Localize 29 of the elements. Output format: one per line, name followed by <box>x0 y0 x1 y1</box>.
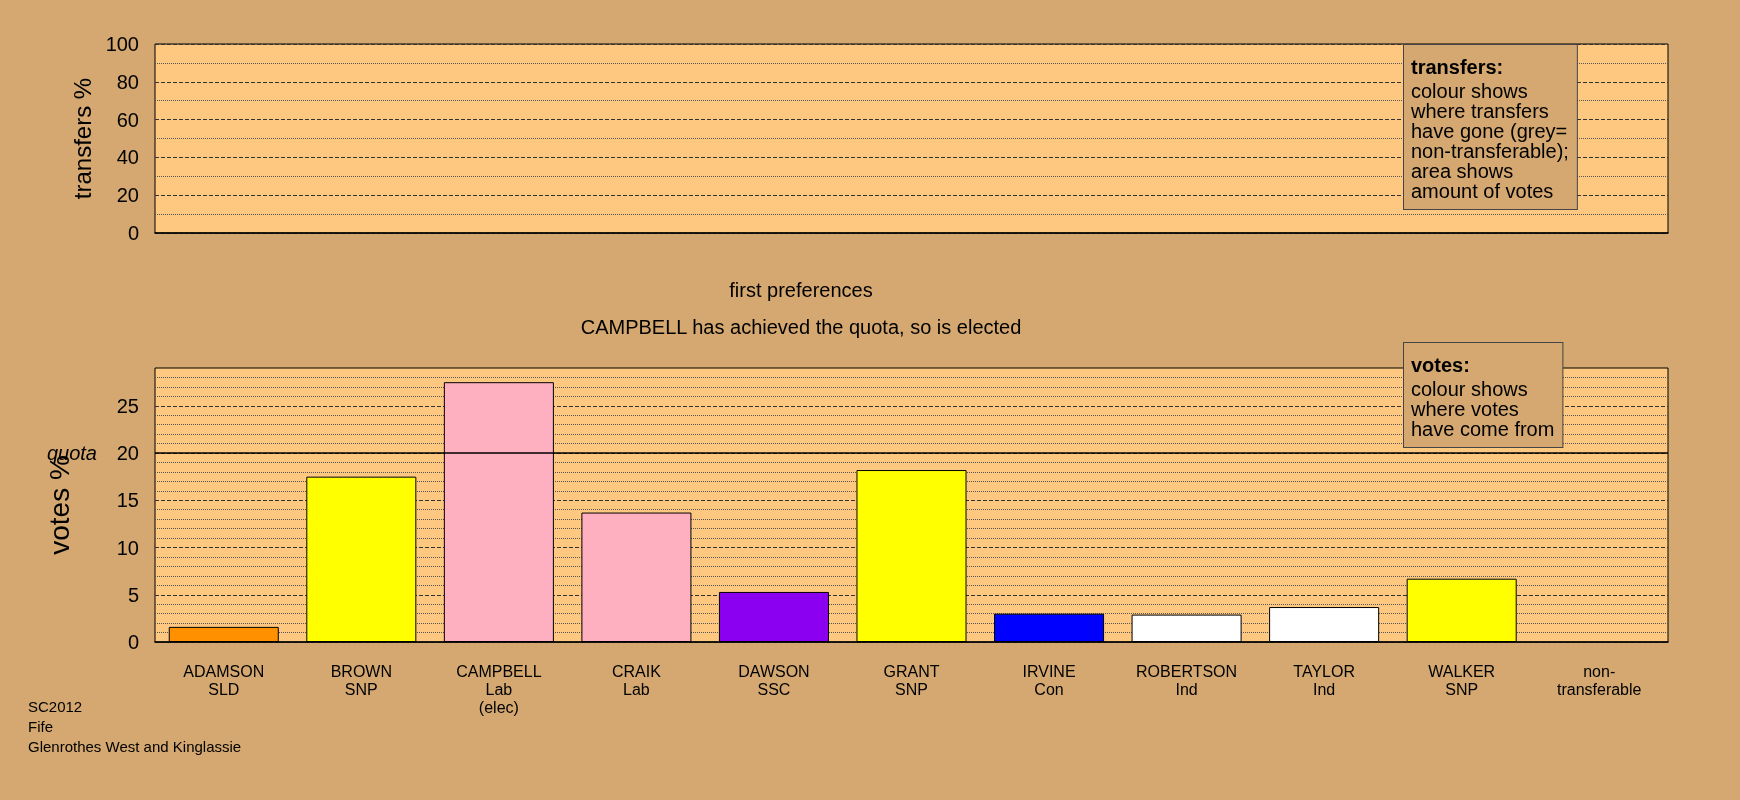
y-tick-label: 100 <box>105 33 139 55</box>
x-tick-label: CRAIK Lab <box>611 662 662 698</box>
y-tick-label: 20 <box>116 442 139 465</box>
x-tick-label: DAWSON SSC <box>738 662 810 698</box>
y-tick-label: 15 <box>116 489 139 512</box>
y-tick-label: 60 <box>116 108 139 131</box>
y-tick-label: 80 <box>116 70 139 93</box>
y-tick-label: 10 <box>116 536 139 559</box>
y-tick-label: 0 <box>127 631 139 653</box>
y-axis-title: transfers % <box>69 77 97 200</box>
x-tick-label: BROWN SNP <box>330 662 392 698</box>
x-tick-label: GRANT SNP <box>883 662 940 698</box>
x-tick-label: TAYLOR Ind <box>1293 662 1355 698</box>
x-tick-label: ROBERTSON Ind <box>1136 662 1238 698</box>
annotation: votes: colour shows where votes have come from <box>1410 354 1555 440</box>
y-tick-label: 20 <box>116 184 139 207</box>
x-tick-label: CAMPBELL Lab (elec) <box>456 662 542 716</box>
y-tick-label: 0 <box>127 222 139 244</box>
chart-subtitle: CAMPBELL has achieved the quota, so is elected <box>580 316 1022 338</box>
x-tick-label: IRVINE Con <box>1022 662 1076 698</box>
y-tick-label: 25 <box>116 394 139 417</box>
x-tick-label: non- transferable <box>1556 662 1642 698</box>
x-tick-label: ADAMSON SLD <box>183 662 265 698</box>
text: SC2012 Fife Glenrothes West and Kinglassie <box>28 697 242 755</box>
y-tick-label: 5 <box>127 583 139 606</box>
y-tick-label: 40 <box>116 146 139 169</box>
annotation: transfers: colour shows where transfers have gone (grey= non-transferable); area shows amount of votes <box>1410 56 1569 202</box>
chart-title: first preferences <box>729 279 873 301</box>
x-tick-label: WALKER SNP <box>1428 662 1496 698</box>
